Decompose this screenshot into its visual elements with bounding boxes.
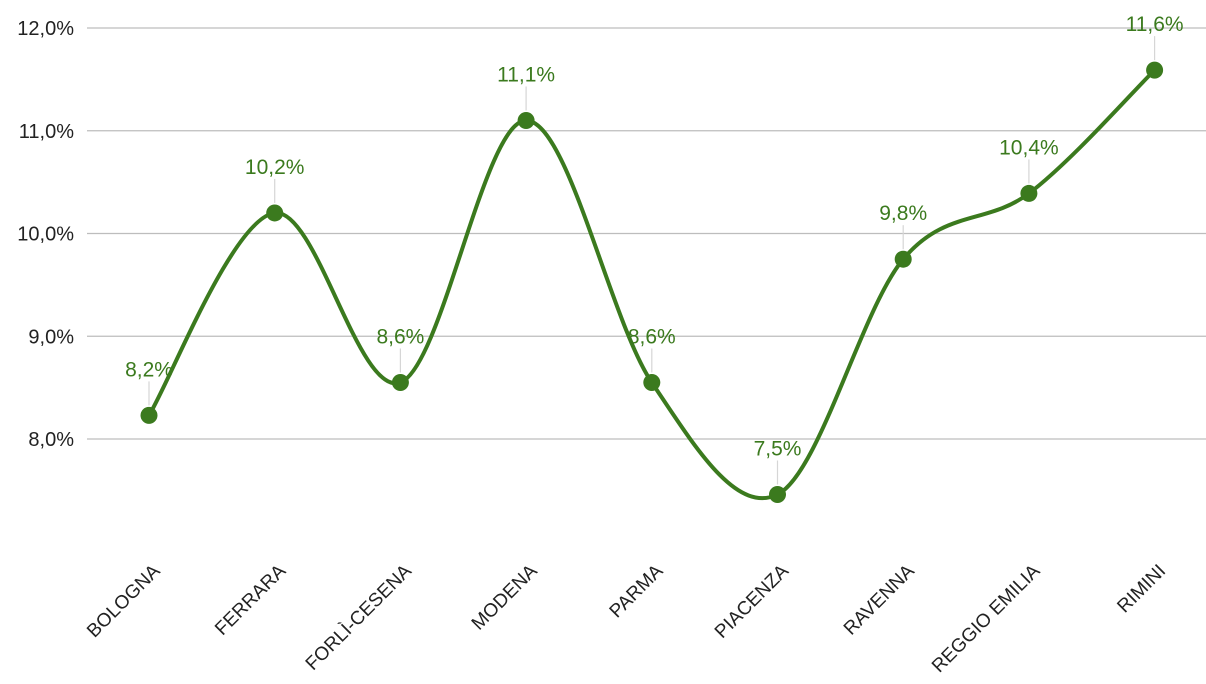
data-point	[769, 485, 786, 503]
data-points	[140, 61, 1164, 503]
data-point	[517, 111, 535, 129]
x-category-label: RAVENNA	[840, 560, 919, 639]
data-point	[894, 250, 912, 268]
data-point	[1146, 61, 1164, 79]
x-category-label: PARMA	[606, 560, 668, 622]
data-point	[643, 373, 661, 391]
data-label: 9,8%	[879, 202, 927, 225]
x-category-label: REGGIO EMILIA	[928, 560, 1045, 677]
data-labels: 8,2% 10,2% 8,6% 11,1% 8,6% 7,5% 9,8% 10,4% 11,6%	[125, 13, 1184, 460]
data-label: 8,6%	[628, 325, 676, 348]
x-category-label: FORLÌ-CESENA	[302, 560, 416, 674]
gridlines	[87, 27, 1206, 440]
y-tick-label: 9,0%	[28, 326, 74, 348]
x-category-label: MODENA	[468, 560, 542, 634]
x-category-label: FERRARA	[211, 560, 290, 639]
data-point	[1020, 184, 1038, 202]
y-tick-label: 8,0%	[28, 429, 74, 451]
data-label: 11,1%	[497, 63, 555, 86]
data-label: 10,2%	[245, 156, 305, 179]
series-line	[147, 68, 1157, 501]
data-label: 7,5%	[754, 437, 802, 460]
label-leaders	[148, 36, 1156, 485]
x-category-label: BOLOGNA	[83, 560, 165, 642]
data-label: 10,4%	[999, 136, 1059, 159]
data-label: 8,2%	[125, 358, 173, 381]
data-label: 8,6%	[376, 325, 424, 348]
data-point	[266, 204, 284, 222]
data-label: 11,6%	[1126, 13, 1184, 36]
y-tick-label: 12,0%	[17, 18, 74, 40]
x-category-label: PIACENZA	[711, 560, 793, 642]
x-category-label: RIMINI	[1113, 561, 1170, 618]
y-axis: 8,0% 9,0% 10,0% 11,0% 12,0%	[17, 18, 74, 451]
x-axis: BOLOGNA FERRARA FORLÌ-CESENA MODENA PARMA PIA…	[83, 560, 1170, 677]
y-tick-label: 11,0%	[19, 121, 74, 143]
y-tick-label: 10,0%	[17, 224, 74, 246]
data-point	[391, 373, 409, 391]
data-point	[140, 406, 158, 424]
